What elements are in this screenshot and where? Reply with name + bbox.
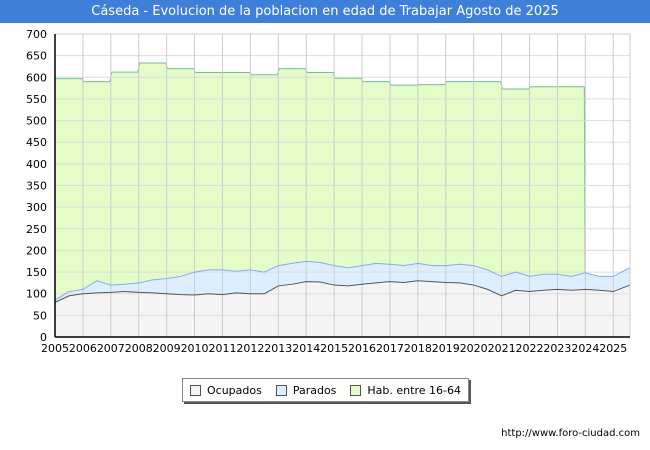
legend-item-ocupados: Ocupados xyxy=(189,383,262,397)
y-tick-label: 100 xyxy=(26,288,47,301)
legend-item-hab: Hab. entre 16-64 xyxy=(350,384,461,397)
x-tick-label: 2011 xyxy=(208,342,236,355)
y-tick-label: 150 xyxy=(26,266,47,279)
x-tick-label: 2020 xyxy=(460,342,488,355)
x-tick-label: 2014 xyxy=(292,342,320,355)
legend-item-parados: Parados xyxy=(275,383,337,397)
legend-swatch-hab xyxy=(350,384,362,396)
x-tick-label: 2008 xyxy=(125,342,153,355)
y-tick-label: 550 xyxy=(26,93,47,106)
y-tick-label: 250 xyxy=(26,223,47,236)
y-tick-label: 200 xyxy=(26,244,47,257)
y-tick-label: 450 xyxy=(26,136,47,149)
x-tick-label: 2019 xyxy=(432,342,460,355)
x-tick-label: 2009 xyxy=(153,342,181,355)
x-tick-label: 2017 xyxy=(376,342,404,355)
y-tick-label: 300 xyxy=(26,201,47,214)
y-tick-label: 350 xyxy=(26,180,47,193)
x-tick-label: 2016 xyxy=(348,342,376,355)
legend-label: Hab. entre 16-64 xyxy=(367,383,461,397)
x-tick-label: 2025 xyxy=(599,342,627,355)
x-tick-label: 2012 xyxy=(236,342,264,355)
x-tick-label: 2005 xyxy=(41,342,69,355)
legend-label: Ocupados xyxy=(206,383,262,397)
legend-label: Parados xyxy=(292,383,337,397)
y-tick-label: 0 xyxy=(40,331,47,344)
y-tick-label: 50 xyxy=(33,309,47,322)
chart-title: Cáseda - Evolucion de la poblacion en ed… xyxy=(0,0,650,23)
parados-line xyxy=(54,260,631,301)
x-tick-label: 2024 xyxy=(571,342,599,355)
legend-swatch-parados xyxy=(275,384,287,396)
legend: Ocupados Parados Hab. entre 16-64 xyxy=(182,378,469,402)
y-tick-label: 400 xyxy=(26,158,47,171)
x-tick-label: 2010 xyxy=(181,342,209,355)
legend-swatch-ocupados xyxy=(189,384,201,396)
y-tick-label: 600 xyxy=(26,71,47,84)
x-tick-label: 2006 xyxy=(69,342,97,355)
x-tick-label: 2022 xyxy=(516,342,544,355)
ocupados-line xyxy=(54,280,631,303)
x-tick-label: 2021 xyxy=(488,342,516,355)
y-tick-label: 500 xyxy=(26,115,47,128)
y-tick-label: 700 xyxy=(26,28,47,41)
y-tick-label: 650 xyxy=(26,50,47,63)
x-tick-label: 2007 xyxy=(97,342,125,355)
x-tick-label: 2015 xyxy=(320,342,348,355)
source-url[interactable]: http://www.foro-ciudad.com xyxy=(501,428,640,439)
x-tick-label: 2018 xyxy=(404,342,432,355)
x-tick-label: 2023 xyxy=(543,342,571,355)
x-tick-label: 2013 xyxy=(264,342,292,355)
